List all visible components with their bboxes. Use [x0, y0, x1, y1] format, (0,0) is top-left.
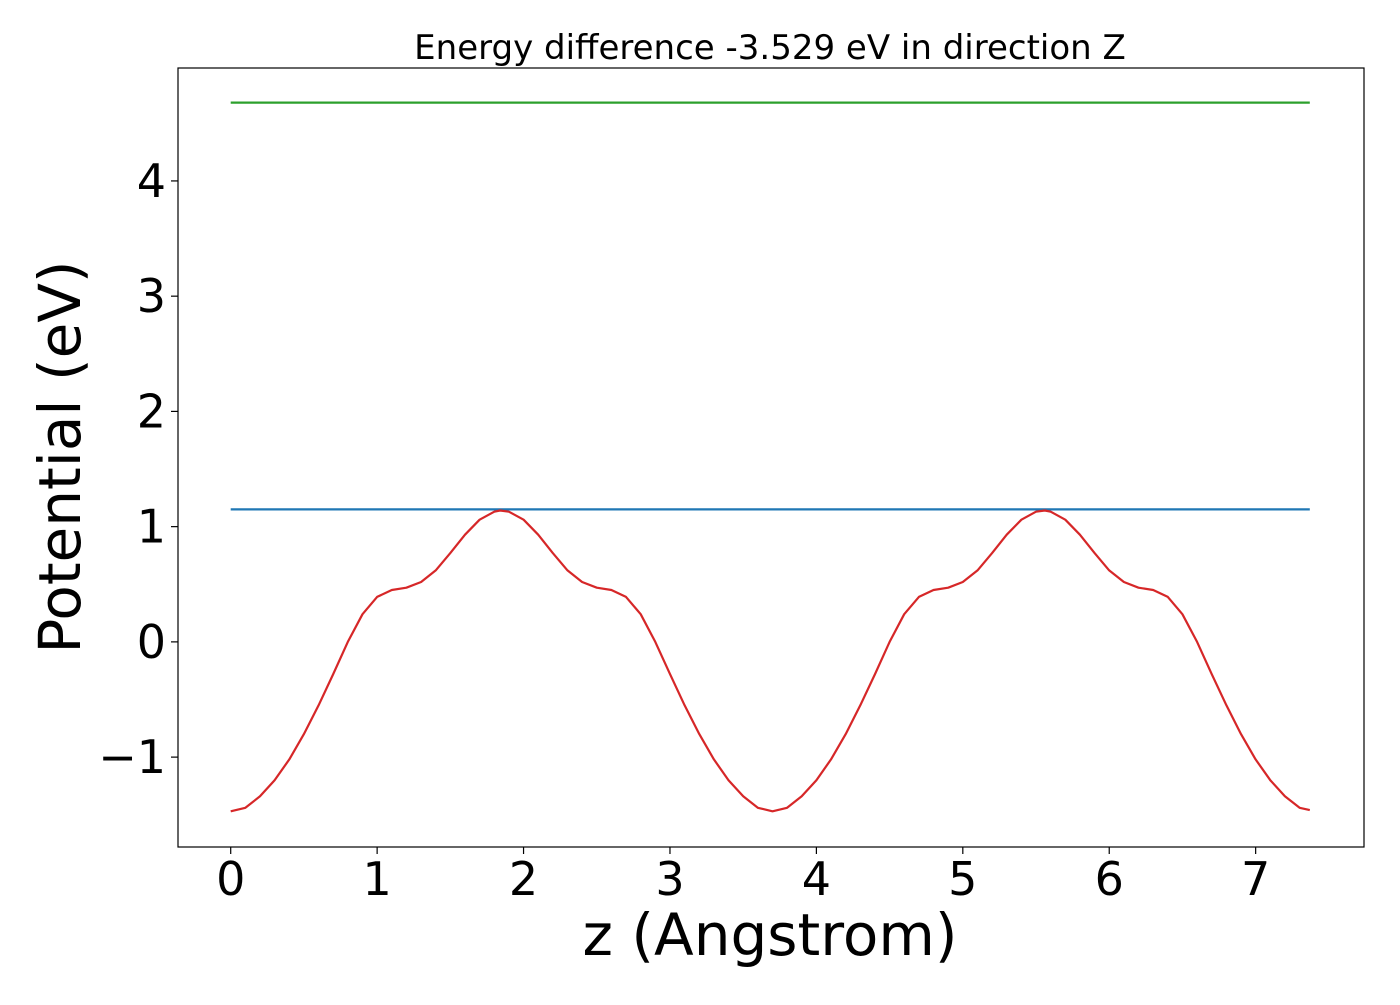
- y-tick-label: 2: [137, 384, 166, 438]
- y-tick-label: 1: [137, 500, 166, 554]
- y-tick-label: 0: [137, 615, 166, 669]
- x-tick-label: 7: [1241, 852, 1270, 906]
- x-tick-label: 1: [362, 852, 391, 906]
- plot-area-frame: [177, 67, 1365, 848]
- y-tick-label: 4: [137, 154, 166, 208]
- y-tick-label: −1: [98, 730, 166, 784]
- x-tick-label: 4: [802, 852, 831, 906]
- y-tick-label: 3: [137, 269, 166, 323]
- x-tick-label: 3: [655, 852, 684, 906]
- series-line-3: [230, 509, 1311, 813]
- x-tick-label: 5: [948, 852, 977, 906]
- x-tick-label: 6: [1095, 852, 1124, 906]
- x-axis-label: z (Angstrom): [583, 901, 958, 969]
- chart-title: Energy difference -3.529 eV in direction…: [414, 28, 1126, 68]
- y-axis-ticks: −1 0 1 2 3 4: [98, 154, 178, 784]
- series-layer: [230, 101, 1311, 813]
- x-tick-label: 2: [509, 852, 538, 906]
- y-axis-label: Potential (eV): [26, 260, 94, 653]
- x-tick-label: 0: [216, 852, 245, 906]
- x-axis-ticks: 0 1 2 3 4 5 6 7: [216, 847, 1270, 906]
